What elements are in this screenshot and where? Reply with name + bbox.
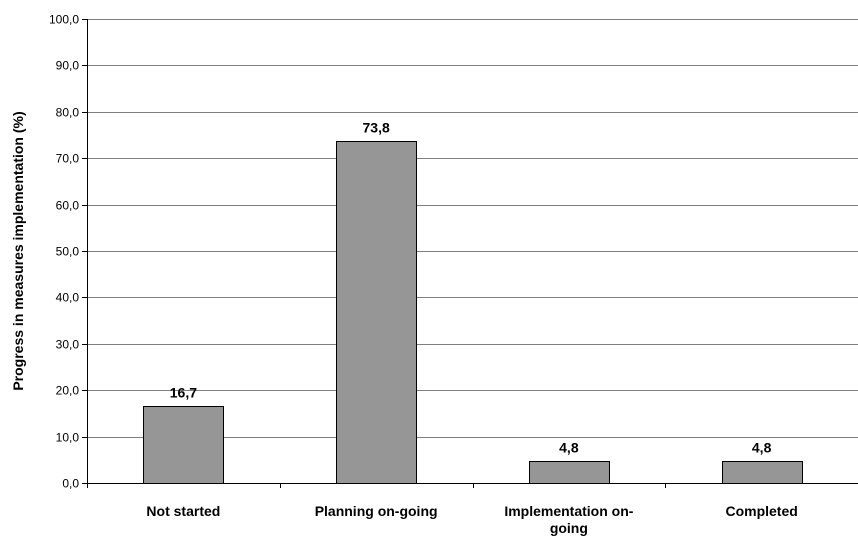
y-axis: 0,0 10,0 20,0 30,0 40,0 50,0 60,0 70,0 80,0 90,0 1… bbox=[49, 13, 88, 491]
data-label: 4,8 bbox=[752, 440, 772, 456]
y-tick-label: 90,0 bbox=[56, 59, 80, 73]
y-tick-label: 50,0 bbox=[56, 245, 80, 259]
y-tick-label: 0,0 bbox=[62, 477, 79, 491]
y-tick-label: 80,0 bbox=[56, 106, 80, 120]
y-axis-label: Progress in measures implementation (%) bbox=[10, 111, 26, 390]
data-label: 73,8 bbox=[363, 120, 390, 136]
bar bbox=[722, 461, 803, 484]
x-axis: Not started Planning on-going Implementati… bbox=[87, 483, 858, 536]
bar bbox=[529, 461, 610, 484]
bars: 16,7 73,8 4,8 4,8 bbox=[143, 120, 803, 484]
x-tick-label: Completed bbox=[725, 503, 797, 519]
x-tick-label: Implementation on-going bbox=[504, 503, 633, 536]
x-tick-label: Not started bbox=[146, 503, 220, 519]
y-tick-label: 30,0 bbox=[56, 338, 80, 352]
bar bbox=[336, 141, 417, 484]
data-label: 4,8 bbox=[559, 440, 579, 456]
y-tick-label: 10,0 bbox=[56, 431, 80, 445]
y-tick-label: 100,0 bbox=[49, 13, 79, 27]
bar bbox=[143, 406, 224, 484]
x-tick-label: Planning on-going bbox=[315, 503, 438, 519]
gridlines bbox=[87, 19, 858, 438]
y-tick-label: 60,0 bbox=[56, 199, 80, 213]
data-label: 16,7 bbox=[170, 385, 197, 401]
y-tick-label: 70,0 bbox=[56, 152, 80, 166]
y-tick-label: 40,0 bbox=[56, 291, 80, 305]
y-tick-label: 20,0 bbox=[56, 384, 80, 398]
